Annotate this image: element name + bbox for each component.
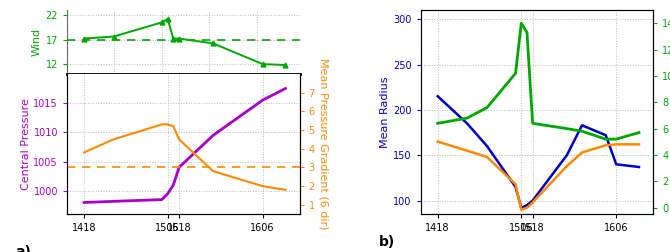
Text: a): a)	[16, 245, 31, 252]
Text: b): b)	[379, 235, 395, 249]
Y-axis label: Mean Pressure Gradient (6 dir): Mean Pressure Gradient (6 dir)	[319, 58, 329, 230]
Y-axis label: Wind: Wind	[31, 28, 42, 56]
Y-axis label: Central Pressure: Central Pressure	[21, 98, 31, 190]
Y-axis label: Mean Radius: Mean Radius	[380, 76, 390, 148]
